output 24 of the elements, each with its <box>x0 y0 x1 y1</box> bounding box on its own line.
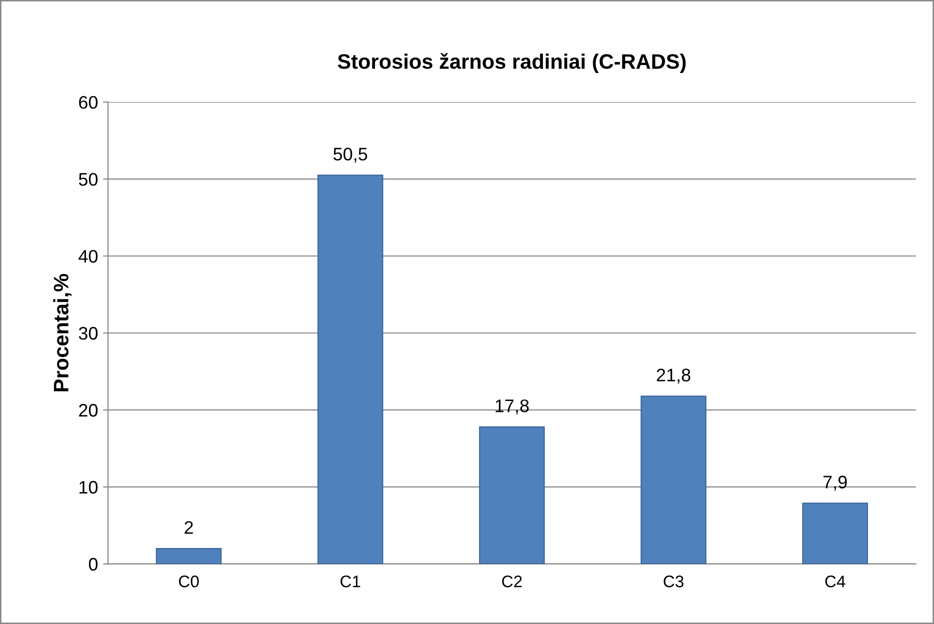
x-tick-label: C0 <box>178 576 199 588</box>
y-tick-label: 10 <box>80 480 98 494</box>
data-label: 17,8 <box>496 399 529 414</box>
data-label: 50,5 <box>333 148 368 163</box>
bar <box>640 396 706 564</box>
chart-title: Storosios žarnos radiniai (C-RADS) <box>338 53 686 74</box>
y-tick-label: 30 <box>78 326 98 340</box>
x-tick-label: C4 <box>825 576 846 588</box>
bar <box>156 548 222 564</box>
y-axis-title: Procentai,% <box>53 274 72 392</box>
data-label: 7,9 <box>823 476 847 491</box>
y-tick-label: 20 <box>79 404 98 417</box>
x-tick-label: C3 <box>664 576 684 588</box>
data-label: 2 <box>184 521 193 534</box>
bar <box>802 502 868 564</box>
x-tick-label: C2 <box>502 576 522 588</box>
y-tick-label: 0 <box>88 558 98 571</box>
x-tick-label: C1 <box>340 576 360 588</box>
y-tick-label: 60 <box>79 96 98 109</box>
bar <box>317 174 384 564</box>
y-tick-label: 40 <box>78 250 98 263</box>
y-tick-label: 50 <box>78 172 98 186</box>
data-label: 21,8 <box>656 368 690 384</box>
bar <box>479 426 545 564</box>
